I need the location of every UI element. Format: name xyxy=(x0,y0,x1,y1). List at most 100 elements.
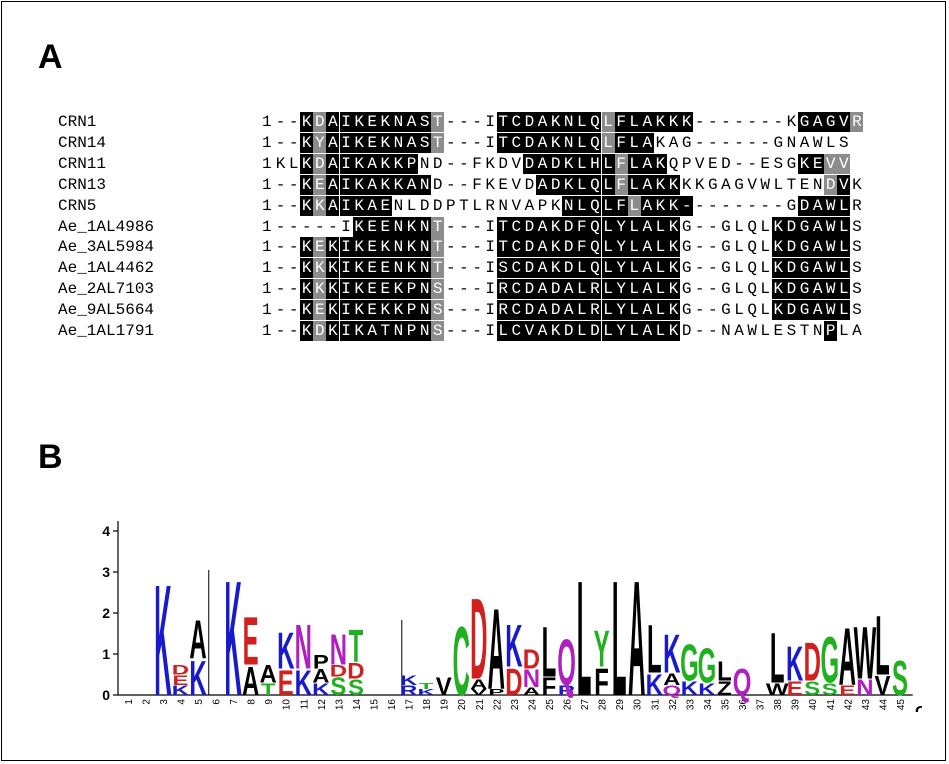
residue: C xyxy=(509,258,523,279)
residue: - xyxy=(328,217,338,236)
residue: A xyxy=(405,174,419,195)
residue: - xyxy=(459,301,469,320)
residue: L xyxy=(575,258,589,279)
residue: - xyxy=(472,238,482,257)
residue: N xyxy=(391,216,405,237)
residue: A xyxy=(326,195,340,216)
residue: E xyxy=(365,132,379,153)
residue: G xyxy=(798,300,812,321)
logo-letter: P xyxy=(488,688,504,697)
residue: P xyxy=(405,153,419,174)
logo-letter: C xyxy=(453,607,470,712)
logo-letter: L xyxy=(875,600,890,694)
position-label: 6 xyxy=(212,699,223,705)
residue: V xyxy=(837,112,851,132)
residue: R xyxy=(588,300,602,321)
residue: A xyxy=(536,279,550,300)
logo-letter: Q xyxy=(557,626,576,699)
residue: A xyxy=(640,216,654,237)
residue: K xyxy=(300,258,314,279)
residue: - xyxy=(734,196,744,215)
logo-letter: F xyxy=(542,674,557,701)
residue: - xyxy=(694,217,705,236)
residue: K xyxy=(653,195,667,216)
residue: G xyxy=(681,280,692,299)
residue: N xyxy=(391,258,405,279)
residue: S xyxy=(852,280,862,299)
residue: P xyxy=(824,321,838,341)
residue: Y xyxy=(614,321,628,341)
residue: K xyxy=(667,237,681,258)
residue: K xyxy=(549,237,563,258)
residue: - xyxy=(721,113,731,131)
residue: K xyxy=(378,112,392,132)
residue: - xyxy=(721,196,731,215)
residue: I xyxy=(339,112,353,132)
residue: K xyxy=(405,258,419,279)
residue: G xyxy=(798,258,812,279)
residue: V xyxy=(837,174,851,195)
residue: A xyxy=(640,300,654,321)
sequence-start: 1 xyxy=(262,259,272,278)
position-label: 25 xyxy=(545,699,556,711)
residue: S xyxy=(773,154,784,173)
logo-letter: E xyxy=(243,603,259,679)
logo-letter: L xyxy=(542,614,557,693)
residue: A xyxy=(640,174,654,195)
position-label: 38 xyxy=(773,699,784,711)
residue: N xyxy=(418,174,432,195)
residue: L xyxy=(760,238,771,257)
residue: A xyxy=(640,321,654,341)
position-label: 39 xyxy=(791,699,802,711)
panel-label-b: B xyxy=(38,438,63,476)
residue: - xyxy=(275,175,286,194)
residue: G xyxy=(721,280,731,299)
residue: S xyxy=(786,322,797,340)
residue: D xyxy=(522,153,536,174)
residue: S xyxy=(431,279,445,300)
residue: G xyxy=(681,301,692,320)
residue: E xyxy=(378,258,392,279)
residue: K xyxy=(694,175,705,194)
residue: A xyxy=(536,237,550,258)
logo-letter: K xyxy=(663,623,681,684)
position-label: 5 xyxy=(194,699,205,705)
logo-letter: D xyxy=(330,662,347,680)
position-label: 19 xyxy=(440,699,451,711)
residue: - xyxy=(708,113,718,131)
residue: L xyxy=(760,322,771,340)
residue: Y xyxy=(614,237,628,258)
residue: E xyxy=(378,279,392,300)
logo-letter: T xyxy=(261,681,276,699)
residue: - xyxy=(472,217,482,236)
residue: A xyxy=(536,174,550,195)
residue: A xyxy=(640,258,654,279)
residue: G xyxy=(681,133,692,152)
residue: E xyxy=(365,279,379,300)
logo-letter: L xyxy=(770,620,785,699)
residue: E xyxy=(365,300,379,321)
position-label: 32 xyxy=(668,699,679,711)
residue: Q xyxy=(747,301,757,320)
residue: D xyxy=(522,112,536,132)
residue: D xyxy=(419,196,430,215)
residue: - xyxy=(708,196,718,215)
position-label: 29 xyxy=(615,699,626,711)
logo-letter: D xyxy=(804,631,821,692)
logo-letter: A xyxy=(488,585,505,712)
residue: I xyxy=(339,279,353,300)
residue: - xyxy=(472,133,482,152)
residue: C xyxy=(509,237,523,258)
residue: D xyxy=(432,154,443,173)
residue: - xyxy=(694,259,705,278)
residue: K xyxy=(313,195,327,216)
residue: E xyxy=(313,300,327,321)
residue: D xyxy=(549,174,563,195)
residue: L xyxy=(406,196,417,215)
residue: T xyxy=(431,258,445,279)
position-label: 17 xyxy=(405,699,416,711)
residue: K xyxy=(326,321,340,341)
residue: I xyxy=(339,237,353,258)
residue: L xyxy=(575,174,589,195)
residue: K xyxy=(485,175,495,194)
